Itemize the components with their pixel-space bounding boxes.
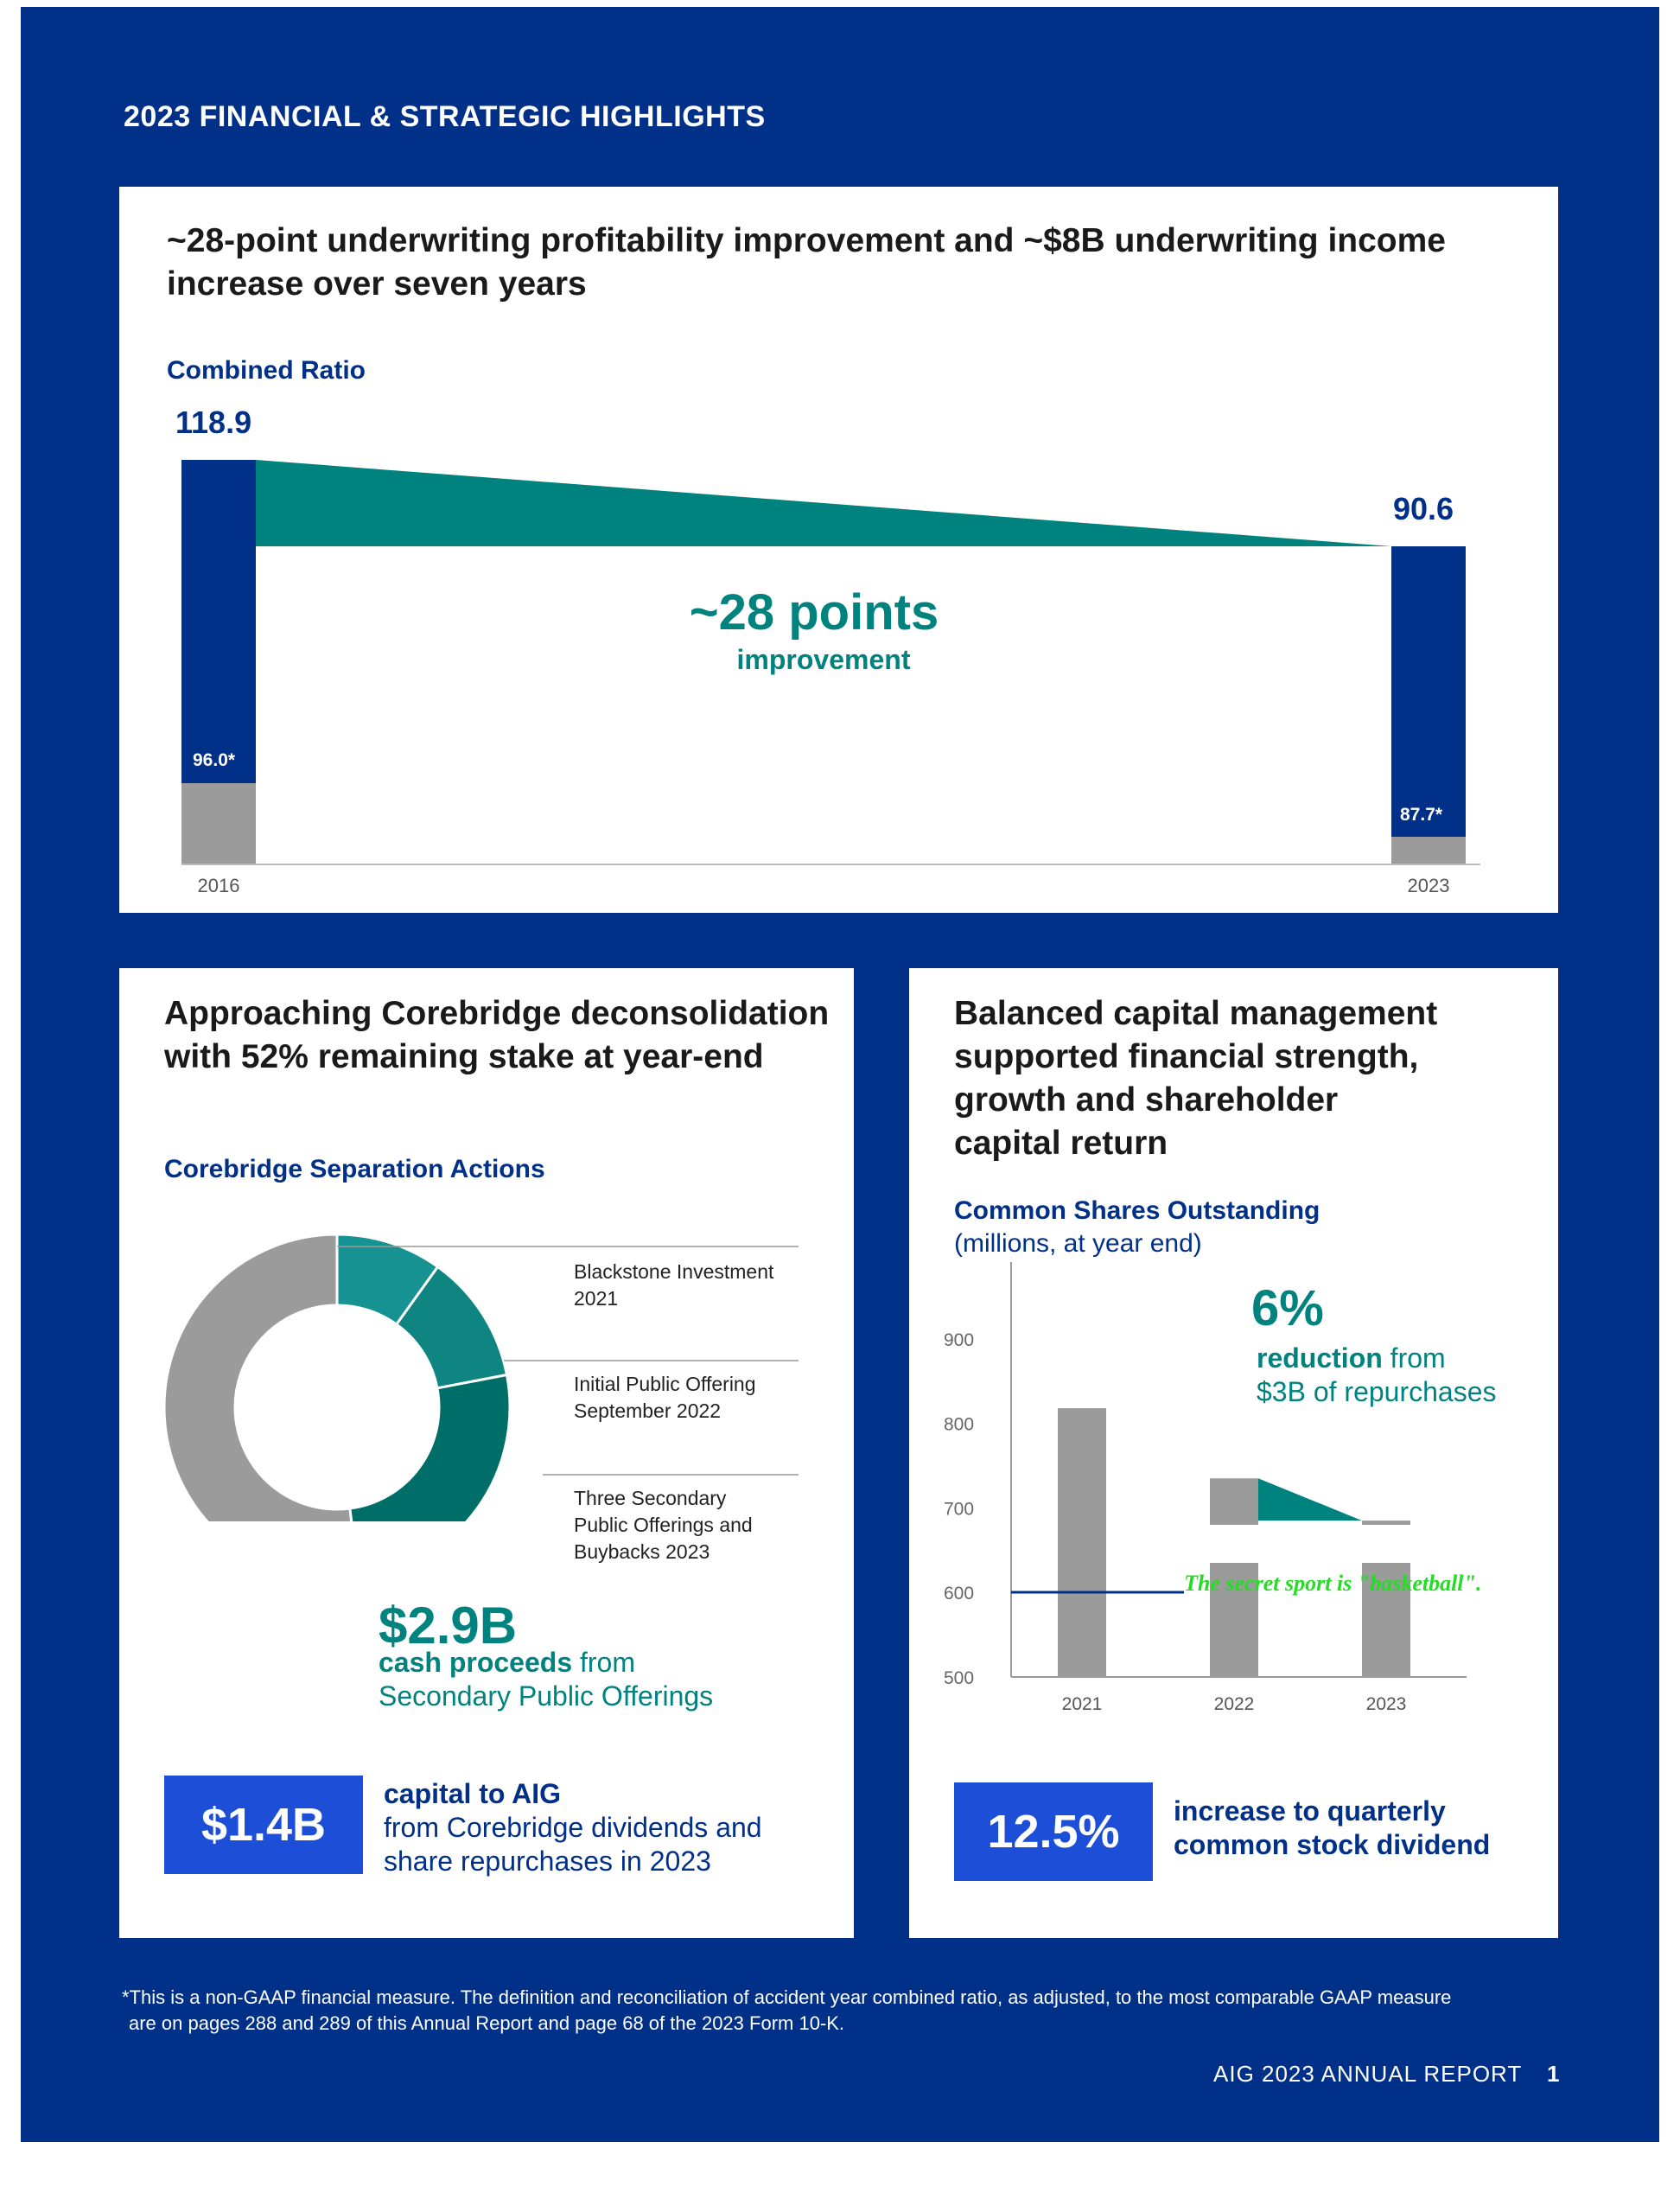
bar-2016-adjusted — [181, 783, 256, 864]
legend-secondary: Three Secondary Public Offerings and Buy… — [574, 1485, 753, 1565]
bar-2023-adjusted — [1391, 837, 1466, 864]
corebridge-heading-line1: Approaching Corebridge deconsolidation — [164, 995, 830, 1032]
combined-ratio-card: ~28-point underwriting profitability imp… — [119, 187, 1558, 913]
capital-callout: capital to AIG from Corebridge dividends… — [384, 1777, 762, 1878]
reduction-text: reduction from $3B of repurchases — [1257, 1342, 1497, 1409]
legend-secondary-line1: Three Secondary — [574, 1487, 727, 1509]
legend-blackstone: Blackstone Investment 2021 — [574, 1259, 773, 1312]
year-label-2023: 2023 — [1408, 875, 1450, 896]
shares-bar-2021 — [1058, 1408, 1106, 1677]
reduction-bold: reduction — [1257, 1342, 1383, 1374]
slice-secondary — [348, 1373, 512, 1521]
value-2023: 90.6 — [1393, 491, 1454, 526]
capital-heading-line2: supported financial strength, — [954, 1038, 1419, 1075]
legend-ipo: Initial Public Offering September 2022 — [574, 1371, 756, 1425]
year-label-2016: 2016 — [198, 875, 240, 896]
legend-blackstone-line2: 2021 — [574, 1287, 619, 1310]
capital-heading-line3: growth and shareholder — [954, 1081, 1339, 1119]
dividend-callout-line1: increase to quarterly — [1174, 1795, 1446, 1827]
y-tick-600: 600 — [944, 1584, 974, 1603]
footer-report-name: AIG 2023 ANNUAL REPORT — [1213, 2061, 1523, 2087]
dividend-callout-line2: common stock dividend — [1174, 1829, 1491, 1860]
capital-badge: $1.4B — [164, 1776, 363, 1874]
proceeds-text: cash proceeds from Secondary Public Offe… — [379, 1646, 713, 1713]
x-tick-2023: 2023 — [1366, 1694, 1407, 1714]
value-2016: 118.9 — [175, 405, 252, 440]
capital-heading-line4: capital return — [954, 1125, 1168, 1162]
adjusted-label-2023: 87.7* — [1400, 805, 1443, 825]
proceeds-from: from — [580, 1647, 635, 1678]
footnote-line2: are on pages 288 and 289 of this Annual … — [129, 2012, 845, 2034]
adjusted-label-2016: 96.0* — [193, 750, 236, 770]
reduction-wedge — [1258, 1478, 1362, 1521]
capital-heading-line1: Balanced capital management — [954, 995, 1438, 1032]
reduction-line2: $3B of repurchases — [1257, 1376, 1497, 1407]
footnote-line1: *This is a non-GAAP financial measure. T… — [122, 1986, 1452, 2008]
slice-remaining — [162, 1233, 353, 1521]
corebridge-heading-line2: with 52% remaining stake at year-end — [164, 1038, 764, 1075]
reduction-from: from — [1390, 1342, 1446, 1374]
legend-ipo-line2: September 2022 — [574, 1399, 722, 1422]
y-tick-900: 900 — [944, 1330, 974, 1350]
footer-page-number: 1 — [1547, 2061, 1561, 2087]
page-title: 2023 FINANCIAL & STRATEGIC HIGHLIGHTS — [124, 100, 766, 133]
shares-bar-2023-top — [1362, 1521, 1410, 1525]
dividend-callout: increase to quarterly common stock divid… — [1174, 1795, 1490, 1862]
capital-management-card: Balanced capital management supported fi… — [909, 968, 1558, 1938]
legend-blackstone-line1: Blackstone Investment — [574, 1260, 774, 1283]
x-tick-2022: 2022 — [1214, 1694, 1255, 1714]
legend-secondary-line3: Buybacks 2023 — [574, 1540, 710, 1563]
proceeds-bold: cash proceeds — [379, 1647, 573, 1678]
y-tick-500: 500 — [944, 1668, 974, 1688]
shares-bar-2022-top — [1210, 1478, 1258, 1525]
improvement-small: improvement — [737, 644, 911, 675]
footnote: *This is a non-GAAP financial measure. T… — [122, 1985, 1574, 2037]
proceeds-line2: Secondary Public Offerings — [379, 1680, 714, 1712]
combined-ratio-label: Combined Ratio — [167, 356, 366, 385]
x-tick-2021: 2021 — [1062, 1694, 1103, 1714]
legend-ipo-line1: Initial Public Offering — [574, 1373, 756, 1395]
proceeds-value: $2.9B — [379, 1597, 518, 1654]
shares-chart: 500 600 700 800 900 2021 2022 2023 The secret … — [944, 1262, 1481, 1714]
secret-note: The secret sport is "basketball". — [1184, 1571, 1481, 1596]
shares-bar-2023-bottom — [1362, 1563, 1410, 1677]
capital-callout-line3: share repurchases in 2023 — [384, 1846, 711, 1877]
improvement-big: ~28 points — [690, 584, 939, 641]
y-tick-800: 800 — [944, 1415, 974, 1435]
corebridge-donut-chart — [162, 1233, 799, 1521]
shares-chart-sublabel: (millions, at year end) — [954, 1229, 1202, 1258]
capital-callout-line2: from Corebridge dividends and — [384, 1812, 762, 1843]
reduction-value: 6% — [1251, 1280, 1324, 1336]
shares-bar-2022-bottom — [1210, 1563, 1258, 1677]
legend-secondary-line2: Public Offerings and — [574, 1514, 753, 1536]
combined-ratio-heading-line1: ~28-point underwriting profitability imp… — [167, 222, 1447, 259]
shares-chart-label: Common Shares Outstanding — [954, 1196, 1320, 1225]
bar-2023-combined — [1391, 546, 1466, 864]
dividend-badge: 12.5% — [954, 1782, 1153, 1881]
y-tick-700: 700 — [944, 1499, 974, 1519]
combined-ratio-chart: 96.0* 87.7* 2016 2023 ~28 points improve… — [181, 460, 1480, 896]
combined-ratio-heading-line2: increase over seven years — [167, 265, 587, 303]
capital-callout-bold: capital to AIG — [384, 1778, 562, 1809]
improvement-wedge — [256, 460, 1391, 546]
corebridge-card: Approaching Corebridge deconsolidation w… — [119, 968, 854, 1938]
corebridge-chart-label: Corebridge Separation Actions — [164, 1155, 545, 1183]
